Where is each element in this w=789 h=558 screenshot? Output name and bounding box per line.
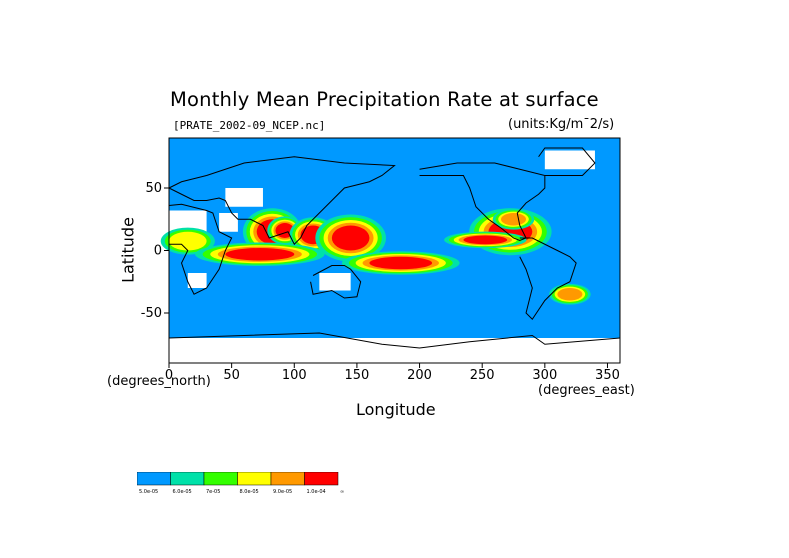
colorbar: 5.0e-05 6.0e-05 7e-05 8.0e-05 9.0e-05 1.0e-04… <box>137 472 344 495</box>
precip-field <box>160 138 620 363</box>
units-label: (units:Kg/m¯2/s) <box>508 117 615 132</box>
y-tick-label: 50 <box>145 181 162 196</box>
x-tick-label: 200 <box>407 368 432 383</box>
x-tick-label: 350 <box>595 368 620 383</box>
coastline <box>538 147 596 176</box>
coastline <box>519 237 577 321</box>
nodata-region <box>544 150 595 170</box>
precip-region <box>369 256 433 270</box>
colorbar-swatch <box>170 472 205 486</box>
precip-region <box>225 248 295 261</box>
precip-region <box>463 235 508 245</box>
x-axis-unit: (degrees_east) <box>538 383 635 398</box>
coastline <box>168 156 396 246</box>
x-axis-label: Longitude <box>356 400 436 419</box>
colorbar-label: 7e-05 <box>206 489 220 495</box>
y-axis-unit: (degrees_north) <box>107 374 211 389</box>
precip-region <box>331 225 370 251</box>
colorbar-swatch <box>270 472 305 486</box>
nodata-region <box>169 338 620 363</box>
colorbar-label: ∞ <box>340 489 344 495</box>
coastline <box>310 265 362 299</box>
x-tick-label: 250 <box>470 368 495 383</box>
colorbar-swatch <box>304 472 339 486</box>
precip-region <box>169 231 207 251</box>
colorbar-label: 1.0e-04 <box>307 489 326 495</box>
precip-region <box>500 213 527 226</box>
x-tick-label: 300 <box>532 368 557 383</box>
y-tick-label: -50 <box>141 306 162 321</box>
y-axis-label: Latitude <box>118 217 138 283</box>
coastline <box>168 203 233 295</box>
chart-title: Monthly Mean Precipitation Rate at surfa… <box>170 88 599 111</box>
x-tick-label: 100 <box>282 368 307 383</box>
nodata-region <box>169 210 207 232</box>
colorbar-label: 5.0e-05 <box>139 489 158 495</box>
coastlines <box>168 147 621 349</box>
colorbar-swatch <box>237 472 272 486</box>
colorbar-swatch <box>137 472 171 486</box>
y-tick-label: 0 <box>154 244 162 259</box>
colorbar-label: 9.0e-05 <box>273 489 292 495</box>
nodata-region <box>219 213 238 232</box>
x-tick-label: 150 <box>345 368 370 383</box>
precip-region <box>557 288 583 301</box>
colorbar-swatch <box>203 472 238 486</box>
x-tick-label: 0 <box>165 368 173 383</box>
colorbar-label: 6.0e-05 <box>173 489 192 495</box>
nodata-region <box>319 273 351 291</box>
nodata-region <box>187 273 207 288</box>
dataset-filename: [PRATE_2002-09_NCEP.nc] <box>173 119 326 132</box>
axis-ticks: 0 50 100 150 200 250 300 350 -50 0 50 <box>141 181 620 383</box>
colorbar-label: 8.0e-05 <box>240 489 259 495</box>
coastline <box>419 162 546 242</box>
coastline <box>168 332 621 349</box>
x-tick-label: 50 <box>223 368 240 383</box>
nodata-region <box>225 188 263 207</box>
